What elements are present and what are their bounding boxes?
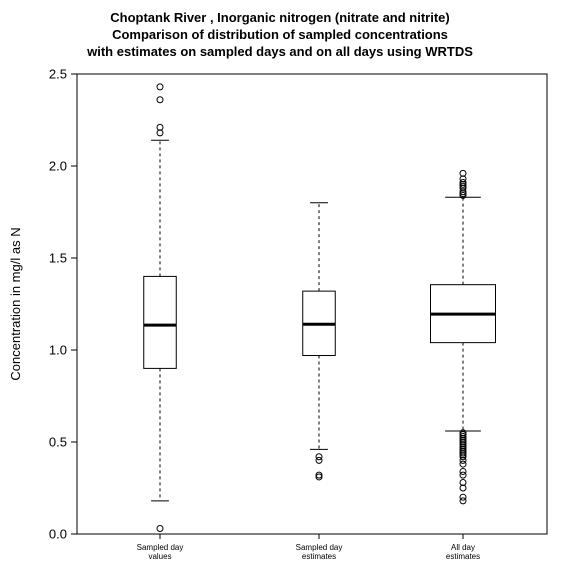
outlier-point <box>459 467 467 475</box>
outlier-point <box>459 493 467 501</box>
outlier-point <box>459 182 467 190</box>
y-tick-label: 0.5 <box>49 435 67 450</box>
category-label: All day <box>451 543 475 552</box>
y-tick-label: 2.0 <box>49 159 67 174</box>
outlier-point <box>315 453 323 461</box>
outlier-point <box>459 169 467 177</box>
outlier-point <box>459 497 467 505</box>
outlier-point <box>459 429 467 437</box>
category-label: estimates <box>302 552 336 561</box>
y-tick-label: 1.5 <box>49 251 67 266</box>
outlier-point <box>315 456 323 464</box>
outlier-point <box>156 524 164 532</box>
iqr-box <box>143 275 177 369</box>
outlier-point <box>315 473 323 481</box>
outlier-point <box>156 83 164 91</box>
box-2 <box>302 202 336 481</box>
y-axis-title: Concentration in mg/l as N <box>8 227 23 380</box>
outlier-point <box>156 123 164 131</box>
y-tick-label: 2.5 <box>49 67 67 82</box>
outlier-point <box>315 471 323 479</box>
plot-frame <box>76 73 548 535</box>
category-label: values <box>148 552 171 561</box>
boxes <box>143 83 496 532</box>
y-tick-label: 1.0 <box>49 343 67 358</box>
outlier-point <box>459 478 467 486</box>
box-3 <box>430 169 496 505</box>
outlier-point <box>459 432 467 440</box>
outlier-point <box>459 179 467 187</box>
category-label: Sampled day <box>296 543 343 552</box>
category-label: estimates <box>446 552 480 561</box>
y-tick-label: 0.0 <box>49 527 67 542</box>
y-axis: 0.0 0.5 1.0 1.5 2.0 2.5 <box>49 67 77 542</box>
box-1 <box>143 83 177 532</box>
outlier-point <box>459 431 467 439</box>
outlier-point <box>156 96 164 104</box>
chart-title-line-1: Choptank River , Inorganic nitrogen (nit… <box>110 10 449 25</box>
category-label: Sampled day <box>137 543 184 552</box>
chart-title-line-2: Comparison of distribution of sampled co… <box>112 27 448 42</box>
outlier-point <box>459 460 467 468</box>
outlier-point <box>459 191 467 199</box>
chart-title-line-3: with estimates on sampled days and on al… <box>86 44 473 59</box>
outlier-point <box>459 471 467 479</box>
